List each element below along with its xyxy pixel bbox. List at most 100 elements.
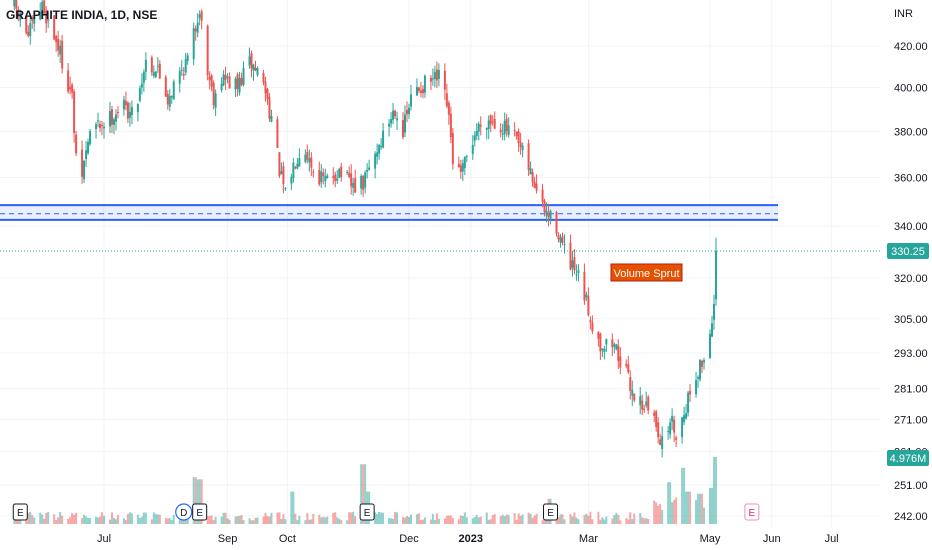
candle-body: [234, 78, 237, 90]
volume-bar: [701, 493, 704, 524]
candle-body: [158, 63, 161, 79]
candle-body: [298, 158, 301, 167]
volume-bar: [242, 519, 245, 524]
volume-bar: [625, 518, 628, 524]
x-axis[interactable]: Jul Sep Oct Dec 2023 Mar May Jun Jul: [0, 527, 932, 550]
volume-bar: [631, 519, 634, 524]
x-tick-label-8: Jul: [825, 533, 839, 545]
candle-body: [461, 163, 464, 172]
candle-body: [326, 175, 329, 179]
x-tick-label-3: Dec: [399, 533, 419, 545]
volume-bar: [284, 519, 287, 524]
volume-bar: [87, 517, 90, 524]
x-tick-label-7: Jun: [763, 533, 781, 545]
volume-bar: [298, 515, 301, 524]
candle-body: [394, 110, 397, 117]
volume-bar: [186, 517, 189, 524]
candle-body: [184, 59, 187, 73]
x-tick-label-0: Jul: [97, 533, 111, 545]
candle-body: [81, 149, 84, 177]
candle-body: [95, 124, 98, 130]
volume-bar: [435, 513, 438, 524]
volume-bar: [406, 515, 408, 524]
volume-bar: [463, 512, 466, 524]
volume-bar: [152, 512, 155, 524]
volume-bar: [236, 516, 239, 524]
y-tick-label-11: 251.00: [894, 480, 928, 492]
candle-body: [99, 123, 102, 129]
candle-body: [415, 86, 418, 96]
candle-body: [354, 178, 357, 193]
volume-bar: [597, 511, 600, 524]
event-label: E: [547, 508, 554, 519]
candle-body: [605, 338, 608, 345]
volume-bar: [126, 513, 129, 524]
candle-body: [206, 25, 209, 76]
candle-body: [87, 142, 90, 154]
volume-bar: [234, 516, 237, 524]
candle-body: [699, 359, 702, 380]
candle-body: [45, 10, 48, 24]
candle-body: [529, 168, 532, 175]
volume-bar: [673, 499, 676, 524]
x-axis-bg: [0, 527, 932, 550]
y-tick-label-12: 242.00: [894, 511, 928, 523]
candle-body: [296, 163, 299, 169]
volume-bar: [212, 520, 215, 524]
volume-annotation: Volume Sprut: [610, 263, 683, 282]
candle-body: [613, 344, 616, 347]
volume-bar: [138, 518, 141, 524]
candle-body: [645, 401, 648, 406]
volume-bar: [531, 517, 534, 524]
volume-bar: [380, 512, 383, 524]
candle-body: [304, 154, 307, 162]
candle-body: [431, 78, 434, 80]
candle-body: [697, 377, 700, 379]
volume-bar: [318, 514, 321, 524]
volume-bar: [360, 464, 363, 524]
event-label: E: [749, 508, 756, 519]
volume-bar: [322, 516, 325, 524]
x-tick-label-4: 2023: [459, 533, 483, 545]
volume-bar: [114, 519, 117, 524]
candle-body: [128, 111, 131, 118]
volume-bar: [563, 519, 566, 524]
candle-body: [667, 430, 670, 432]
candle-body: [639, 396, 642, 406]
candle-body: [108, 111, 111, 127]
candle-body: [619, 356, 622, 368]
candle-body: [465, 156, 468, 158]
volume-bar: [577, 519, 580, 524]
y-axis[interactable]: 420.00 400.00 380.00 360.00 340.00 320.00 305.…: [880, 0, 932, 550]
volume-bar: [499, 516, 502, 524]
volume-bar: [585, 513, 588, 524]
volume-bar: [248, 518, 251, 524]
candle-body: [292, 162, 295, 179]
volume-bar: [477, 517, 480, 524]
volume-bar: [97, 517, 100, 524]
volume-bar: [45, 512, 48, 524]
volume-bar: [226, 518, 229, 524]
volume-bar: [278, 512, 281, 524]
candle-body: [657, 422, 660, 438]
volume-bar: [591, 519, 594, 524]
volume-bar: [296, 520, 299, 524]
x-tick-label-6: May: [700, 533, 721, 545]
volume-bar: [685, 491, 688, 524]
volume-bar: [521, 514, 524, 524]
y-tick-label-5: 320.00: [894, 273, 928, 285]
candle-body: [631, 389, 634, 396]
volume-bar: [262, 516, 265, 524]
volume-bar: [501, 514, 504, 524]
candle-body: [236, 74, 239, 89]
volume-bar: [332, 512, 335, 524]
candle-body: [669, 422, 672, 435]
candle-body: [505, 118, 508, 132]
volume-bar: [409, 514, 412, 524]
grid: [0, 0, 880, 527]
volume-bar: [378, 512, 381, 524]
candle-body: [541, 189, 544, 202]
event-marker-5: E: [744, 503, 760, 521]
candle-body: [489, 115, 492, 125]
